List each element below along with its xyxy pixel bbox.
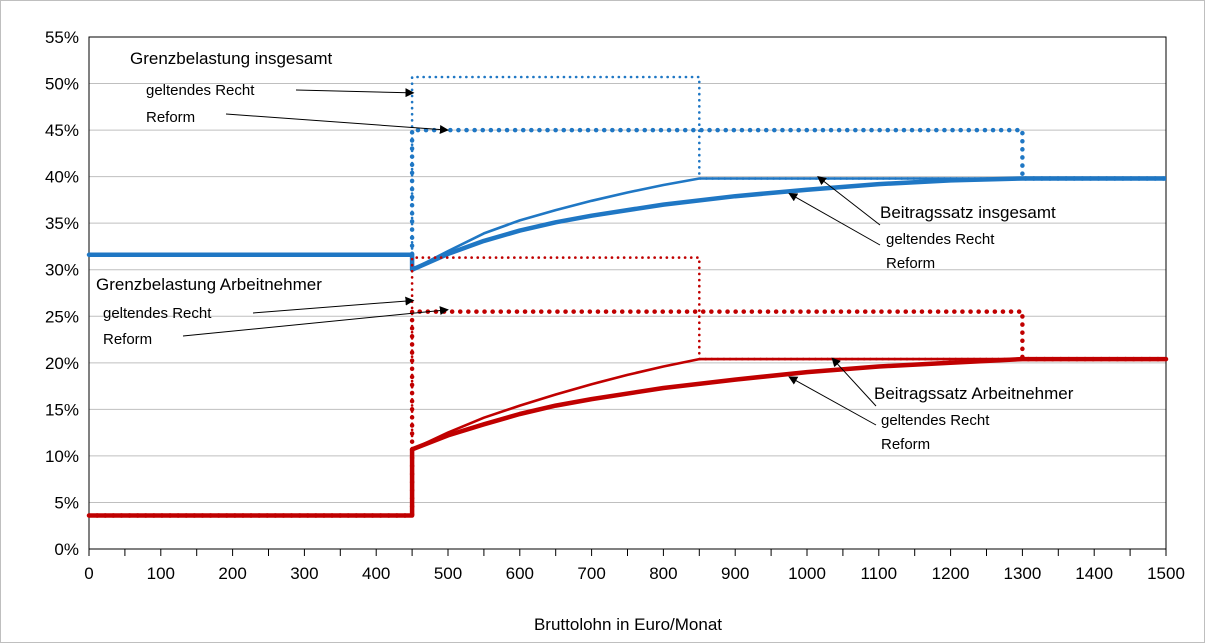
x-tick-label: 200: [218, 564, 246, 583]
x-tick-label: 500: [434, 564, 462, 583]
y-tick-label: 5%: [54, 493, 79, 512]
y-tick-label: 30%: [45, 261, 79, 280]
annotation-title: Grenzbelastung Arbeitnehmer: [96, 275, 322, 294]
annotations: Grenzbelastung insgesamt geltendes Recht R…: [96, 49, 1074, 453]
y-tick-label: 15%: [45, 400, 79, 419]
x-tick-label: 900: [721, 564, 749, 583]
series-line-bi_reform: [89, 176, 1166, 272]
y-tick-label: 35%: [45, 214, 79, 233]
x-tick-label: 1400: [1075, 564, 1113, 583]
y-tick-label: 45%: [45, 121, 79, 140]
annotation-arrow: [788, 376, 877, 426]
annotation-label: Reform: [146, 109, 195, 126]
y-tick-label: 50%: [45, 75, 79, 94]
x-tick-label: 300: [290, 564, 318, 583]
x-tick-label: 100: [147, 564, 175, 583]
x-tick-label: 1200: [932, 564, 970, 583]
annotation-arrow: [817, 176, 881, 226]
x-axis-label: Bruttolohn in Euro/Monat: [534, 615, 722, 634]
annotation-arrow: [252, 296, 415, 314]
x-tick-label: 400: [362, 564, 390, 583]
x-tick-label: 700: [577, 564, 605, 583]
annotation-title: Beitragssatz insgesamt: [880, 203, 1056, 222]
gridlines: [89, 36, 1166, 503]
x-tick-label: 1100: [861, 564, 898, 583]
y-tick-label: 40%: [45, 168, 79, 187]
annotation-arrow: [788, 192, 881, 246]
annotation-title: Beitragssatz Arbeitnehmer: [874, 384, 1074, 403]
x-tick-label: 600: [506, 564, 534, 583]
x-tick-label: 800: [649, 564, 677, 583]
axes: 0% 5% 10% 15% 20% 25% 30% 35% 40% 45% 50% 55% 0 100 20…: [45, 28, 1185, 583]
y-tick-label: 10%: [45, 447, 79, 466]
series-line-ba_recht: [89, 357, 1166, 517]
y-tick-label: 20%: [45, 354, 79, 373]
annotation-arrow: [182, 306, 449, 337]
x-tick-label: 1500: [1147, 564, 1185, 583]
annotation-arrow: [225, 113, 449, 134]
annotation-arrow: [295, 88, 415, 98]
annotation-label: Reform: [886, 255, 935, 272]
series-line-ga_reform: [86, 309, 1169, 518]
annotation-title: Grenzbelastung insgesamt: [130, 49, 333, 68]
annotation-label: Reform: [103, 331, 152, 348]
x-tick-label: 1000: [788, 564, 826, 583]
y-tick-label: 0%: [54, 540, 79, 559]
series-line-gi_recht: [87, 75, 1168, 257]
x-tick-label: 1300: [1003, 564, 1041, 583]
annotation-arrow: [831, 357, 877, 407]
y-tick-label: 55%: [45, 28, 79, 47]
y-tick-label: 25%: [45, 307, 79, 326]
series-line-ba_reform: [89, 356, 1166, 518]
annotation-label: Reform: [881, 436, 930, 453]
annotation-label: geltendes Recht: [886, 231, 995, 248]
annotation-label: geltendes Recht: [881, 412, 990, 429]
series-group: [86, 75, 1169, 518]
annotation-label: geltendes Recht: [103, 305, 212, 322]
annotation-label: geltendes Recht: [146, 82, 255, 99]
x-tick-label: 0: [84, 564, 93, 583]
